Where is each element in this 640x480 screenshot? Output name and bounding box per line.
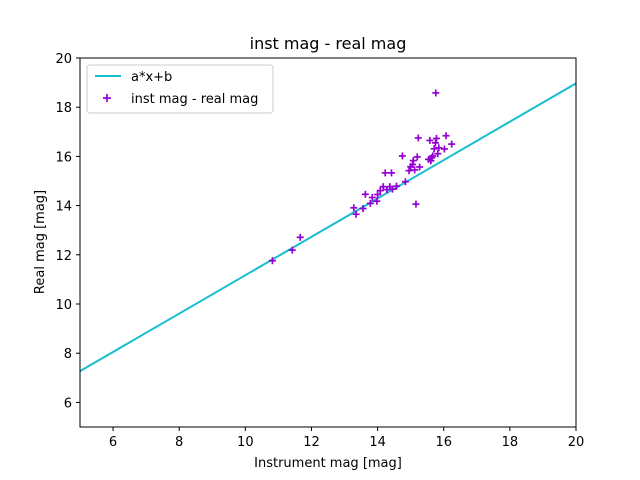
data-point (431, 139, 439, 147)
data-point (373, 197, 381, 205)
x-tick-label: 14 (369, 435, 386, 450)
legend-line-label: a*x+b (131, 70, 172, 85)
data-point (412, 200, 420, 208)
y-tick-label: 12 (55, 249, 72, 264)
data-point (352, 210, 360, 218)
x-tick-label: 8 (175, 435, 183, 450)
data-point (427, 157, 435, 165)
data-point (350, 204, 358, 212)
data-point (432, 89, 440, 97)
data-point (430, 145, 438, 153)
data-point (426, 136, 434, 144)
data-point (401, 178, 409, 186)
y-tick-label: 14 (55, 200, 72, 215)
legend-box (86, 64, 274, 114)
fit-line (79, 82, 577, 373)
y-tick-label: 16 (55, 150, 72, 165)
x-axis: 6 8 10 12 14 16 18 20 (109, 427, 584, 450)
legend: a*x+b inst mag - real mag (86, 64, 274, 114)
data-point (366, 199, 374, 207)
data-point (374, 191, 382, 199)
legend-scatter-label: inst mag - real mag (131, 92, 258, 107)
data-point (392, 182, 400, 190)
chart-title: inst mag - real mag (250, 34, 407, 53)
data-point (414, 134, 422, 142)
y-axis: 6 8 10 12 14 16 18 20 (55, 52, 80, 411)
y-tick-label: 18 (55, 101, 72, 116)
x-tick-label: 6 (109, 435, 117, 450)
x-tick-label: 10 (237, 435, 254, 450)
plot-area (79, 82, 577, 373)
data-point (413, 153, 421, 161)
data-point (442, 132, 450, 140)
y-tick-label: 10 (55, 298, 72, 313)
data-point (387, 169, 395, 177)
x-tick-label: 12 (303, 435, 320, 450)
data-point (432, 134, 440, 142)
legend-marker-swatch (103, 94, 111, 102)
y-tick-label: 6 (64, 396, 72, 411)
data-point (268, 257, 276, 265)
data-point (435, 144, 443, 152)
data-point (429, 152, 437, 160)
data-point (288, 246, 296, 254)
data-point (440, 145, 448, 153)
x-axis-label: Instrument mag [mag] (254, 456, 402, 471)
data-point (376, 187, 384, 195)
data-point (381, 169, 389, 177)
y-tick-label: 20 (55, 52, 72, 67)
x-tick-label: 16 (435, 435, 452, 450)
data-point (416, 163, 424, 171)
y-tick-label: 8 (64, 347, 72, 362)
data-point (448, 140, 456, 148)
data-point (434, 150, 442, 158)
y-axis-label: Real mag [mag] (33, 190, 48, 294)
x-tick-label: 20 (568, 435, 585, 450)
data-point (359, 205, 367, 213)
data-point (379, 183, 387, 191)
plot-frame (79, 57, 577, 428)
data-point (296, 233, 304, 241)
x-tick-label: 18 (502, 435, 519, 450)
data-point (388, 185, 396, 193)
data-point (368, 193, 376, 201)
data-point (411, 166, 419, 174)
data-point (398, 152, 406, 160)
data-point (361, 190, 369, 198)
data-point (409, 157, 417, 165)
